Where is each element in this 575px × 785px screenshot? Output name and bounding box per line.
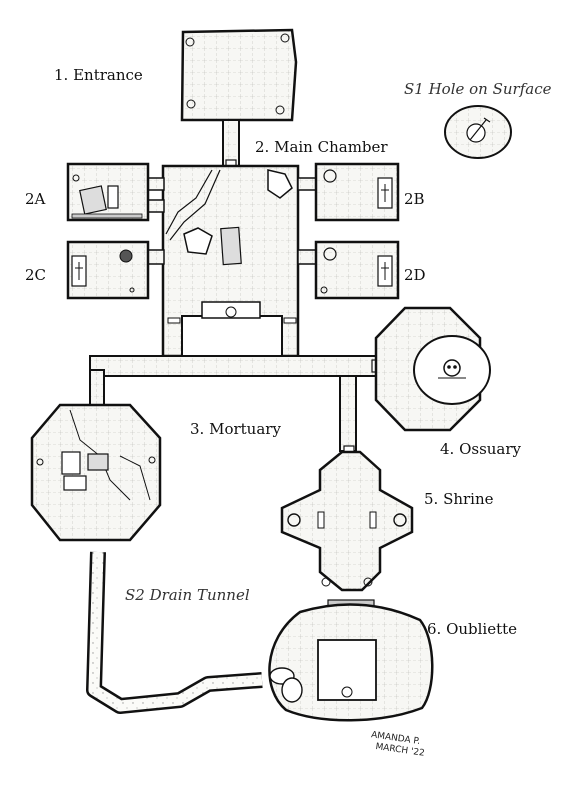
room-2d (297, 240, 400, 300)
label-surface-hole: S1 Hole on Surface (404, 80, 552, 98)
room-entrance (180, 28, 298, 122)
room-2c (66, 240, 165, 300)
corridor-hall (89, 355, 383, 455)
label-room-2c: 2C (25, 266, 47, 284)
room-ossuary (374, 306, 491, 432)
label-shrine: 5. Shrine (424, 490, 494, 508)
room-2b (297, 162, 400, 222)
label-room-2d: 2D (404, 266, 426, 284)
tunnel-drain (86, 551, 263, 714)
room-2a (66, 162, 165, 222)
label-entrance: 1. Entrance (54, 66, 143, 84)
label-mortuary: 3. Mortuary (190, 420, 281, 438)
corridor-entrance-main (222, 119, 240, 169)
label-drain-tunnel: S2 Drain Tunnel (125, 586, 250, 604)
room-oubliette (268, 603, 434, 722)
feature-surface-hole (444, 105, 512, 159)
label-oubliette: 6. Oubliette (427, 620, 518, 638)
label-room-2b: 2B (404, 190, 425, 208)
label-ossuary: 4. Ossuary (440, 440, 522, 458)
room-shrine (280, 450, 414, 609)
room-main-chamber (161, 164, 300, 358)
label-main-chamber: 2. Main Chamber (255, 138, 388, 156)
label-room-2a: 2A (25, 190, 46, 208)
room-mortuary (30, 403, 162, 542)
